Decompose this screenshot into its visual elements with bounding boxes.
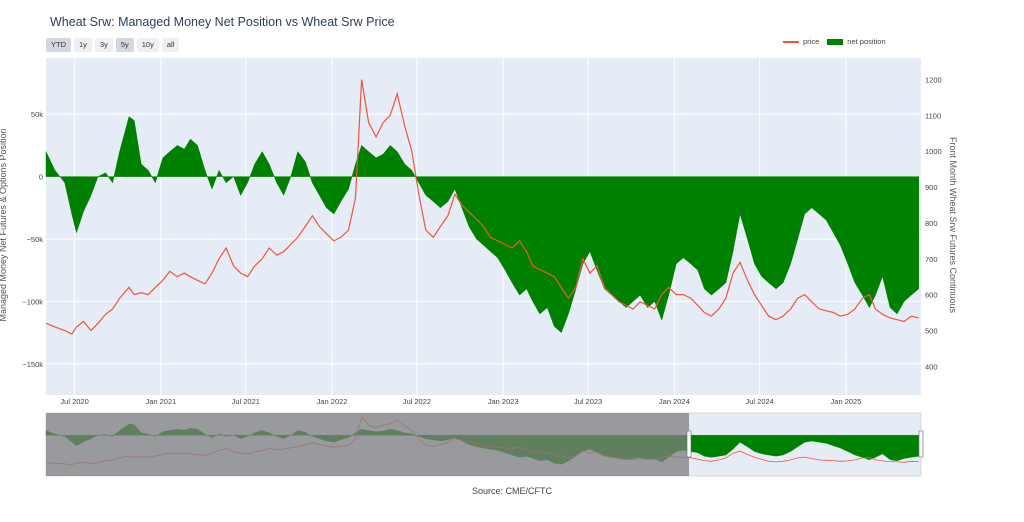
range-button-1y[interactable]: 1y — [74, 38, 92, 52]
y-left-tick-label: −100k — [22, 297, 43, 306]
slider-handle-left[interactable] — [686, 430, 692, 458]
chart-title: Wheat Srw: Managed Money Net Position vs… — [50, 15, 395, 29]
y-left-tick-label: −50k — [27, 235, 44, 244]
x-tick-label: Jul 2021 — [232, 397, 260, 406]
y-right-tick-label: 1000 — [925, 147, 942, 156]
x-tick-label: Jan 2021 — [145, 397, 176, 406]
range-button-10y[interactable]: 10y — [136, 38, 159, 52]
price-line — [45, 79, 919, 335]
x-tick-label: Jan 2022 — [317, 397, 348, 406]
legend-item-net-position[interactable]: net position — [827, 37, 886, 46]
range-selector: YTD 1y 3y 5y 10y all — [46, 38, 180, 52]
y-right-tick-label: 800 — [925, 219, 938, 228]
legend-item-price[interactable]: price — [783, 37, 819, 46]
legend-price-label: price — [803, 37, 820, 46]
main-chart[interactable]: Jul 2020 Jan 2021 Jul 2021 Jan 2022 Jul 2022… — [0, 0, 1024, 480]
x-tick-label: Jul 2022 — [403, 397, 431, 406]
range-button-3y[interactable]: 3y — [94, 38, 113, 52]
y-right-tick-label: 400 — [925, 362, 938, 371]
slider-handle-right[interactable] — [918, 430, 924, 458]
source-note: Source: CME/CFTC — [471, 486, 552, 496]
y-right-tick-label: 900 — [925, 183, 938, 192]
range-button-all[interactable]: all — [161, 38, 180, 52]
y-right-tick-label: 1200 — [925, 76, 942, 85]
range-button-5y[interactable]: 5y — [115, 38, 134, 52]
slider-mask-left — [46, 413, 689, 476]
range-button-ytd[interactable]: YTD — [46, 38, 71, 52]
x-tick-label: Jul 2024 — [746, 397, 774, 406]
y-left-tick-label: 50k — [31, 110, 43, 119]
y-right-tick-label: 700 — [925, 255, 938, 264]
x-tick-label: Jul 2020 — [60, 397, 88, 406]
y-right-tick-label: 1100 — [925, 111, 941, 120]
x-tick-label: Jul 2023 — [574, 397, 602, 406]
x-tick-label: Jan 2025 — [831, 397, 862, 406]
x-tick-label: Jan 2023 — [488, 397, 519, 406]
legend-net-swatch — [827, 38, 844, 45]
y-left-tick-label: 0 — [39, 173, 43, 182]
legend-net-label: net position — [847, 37, 886, 46]
y-right-tick-label: 500 — [925, 326, 938, 335]
x-tick-label: Jan 2024 — [659, 397, 690, 406]
legend: price net position — [783, 37, 886, 46]
legend-price-swatch — [783, 40, 799, 43]
y-right-tick-label: 600 — [925, 291, 938, 300]
y-left-tick-label: −150k — [22, 360, 43, 369]
